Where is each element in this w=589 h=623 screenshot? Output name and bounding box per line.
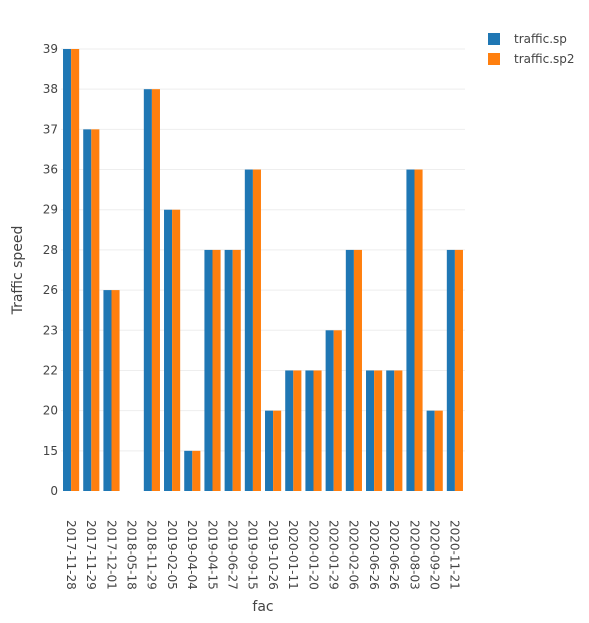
bar-traffic.sp[interactable] [143,89,152,491]
y-tick-label: 28 [43,243,58,257]
bar-traffic.sp2[interactable] [91,129,100,491]
x-tick-label: 2017-11-28 [64,520,78,590]
x-tick-label: 2020-11-21 [448,520,462,590]
y-axis-title: Traffic speed [10,226,26,316]
y-tick-label: 38 [43,82,58,96]
bar-traffic.sp2[interactable] [454,249,463,491]
x-tick-label: 2020-02-06 [347,520,361,590]
y-tick-label: 22 [43,363,58,377]
bar-traffic.sp2[interactable] [212,249,221,491]
bar-traffic.sp[interactable] [446,249,455,491]
bar-traffic.sp[interactable] [265,410,274,491]
x-tick-label: 2018-11-29 [145,520,159,590]
bar-traffic.sp2[interactable] [232,249,241,491]
bar-traffic.sp2[interactable] [353,249,362,491]
x-tick-label: 2020-06-26 [387,520,401,590]
bar-traffic.sp2[interactable] [172,209,181,491]
legend-item[interactable]: traffic.sp [488,32,567,46]
x-axis-ticks: 2017-11-28 2017-11-29 2017-12-01 2018-05-18… [64,520,462,590]
x-tick-label: 2020-09-20 [428,520,442,590]
bar-traffic.sp2[interactable] [414,169,423,491]
bar-traffic.sp2[interactable] [374,370,383,491]
legend-item[interactable]: traffic.sp2 [488,52,575,66]
bar-traffic.sp[interactable] [325,330,334,491]
bar-traffic.sp2[interactable] [273,410,282,491]
bar-traffic.sp2[interactable] [151,89,160,491]
bar-traffic.sp[interactable] [184,450,193,491]
bar-traffic.sp2[interactable] [333,330,342,491]
y-tick-label: 23 [43,323,58,337]
x-tick-label: 2017-12-01 [104,520,118,590]
y-tick-label: 15 [43,444,58,458]
bar-traffic.sp[interactable] [366,370,375,491]
y-tick-label: 26 [43,283,58,297]
bar-traffic.sp2[interactable] [293,370,302,491]
legend[interactable]: traffic.sp traffic.sp2 [488,32,575,66]
x-axis-title: fac [252,599,273,615]
bar-traffic.sp2[interactable] [111,290,120,491]
bar-traffic.sp2[interactable] [192,450,201,491]
x-tick-label: 2020-01-20 [306,520,320,590]
y-tick-label: 39 [43,42,58,56]
y-axis-ticks: 0 15 20 22 23 26 28 29 36 37 38 39 [43,42,58,498]
bar-traffic.sp[interactable] [426,410,435,491]
x-tick-label: 2019-02-05 [165,520,179,590]
x-tick-label: 2019-04-15 [205,520,219,590]
x-tick-label: 2018-05-18 [124,520,138,590]
x-tick-label: 2019-04-04 [185,520,199,590]
legend-label: traffic.sp2 [514,52,575,66]
x-tick-label: 2020-08-03 [407,520,421,590]
bar-traffic.sp[interactable] [285,370,294,491]
x-tick-label: 2017-11-29 [84,520,98,590]
bar-traffic.sp[interactable] [305,370,314,491]
bar-traffic.sp[interactable] [63,49,72,491]
bar-traffic.sp[interactable] [386,370,395,491]
y-tick-label: 29 [43,203,58,217]
x-tick-label: 2020-06-26 [367,520,381,590]
legend-swatch [488,33,500,45]
bar-traffic.sp[interactable] [244,169,253,491]
grid-layer [61,48,465,452]
legend-swatch [488,53,500,65]
bar-traffic.sp[interactable] [406,169,415,491]
bar-traffic.sp[interactable] [164,209,173,491]
x-tick-label: 2020-01-11 [286,520,300,590]
legend-label: traffic.sp [514,32,567,46]
y-tick-label: 0 [50,484,58,498]
y-tick-label: 37 [43,122,58,136]
x-tick-label: 2020-01-29 [327,520,341,590]
bar-traffic.sp2[interactable] [394,370,403,491]
bar-traffic.sp[interactable] [83,129,92,491]
bar-layer [63,49,463,491]
bar-traffic.sp[interactable] [204,249,213,491]
x-tick-label: 2019-09-15 [246,520,260,590]
x-tick-label: 2019-06-27 [225,520,239,590]
bar-traffic.sp2[interactable] [434,410,443,491]
bar-traffic.sp[interactable] [345,249,354,491]
bar-traffic.sp2[interactable] [313,370,322,491]
bar-traffic.sp[interactable] [224,249,233,491]
bar-traffic.sp2[interactable] [252,169,261,491]
y-tick-label: 20 [43,404,58,418]
y-tick-label: 36 [43,163,58,177]
bar-traffic.sp2[interactable] [71,49,80,491]
x-tick-label: 2019-10-26 [266,520,280,590]
bar-traffic.sp[interactable] [103,290,112,491]
